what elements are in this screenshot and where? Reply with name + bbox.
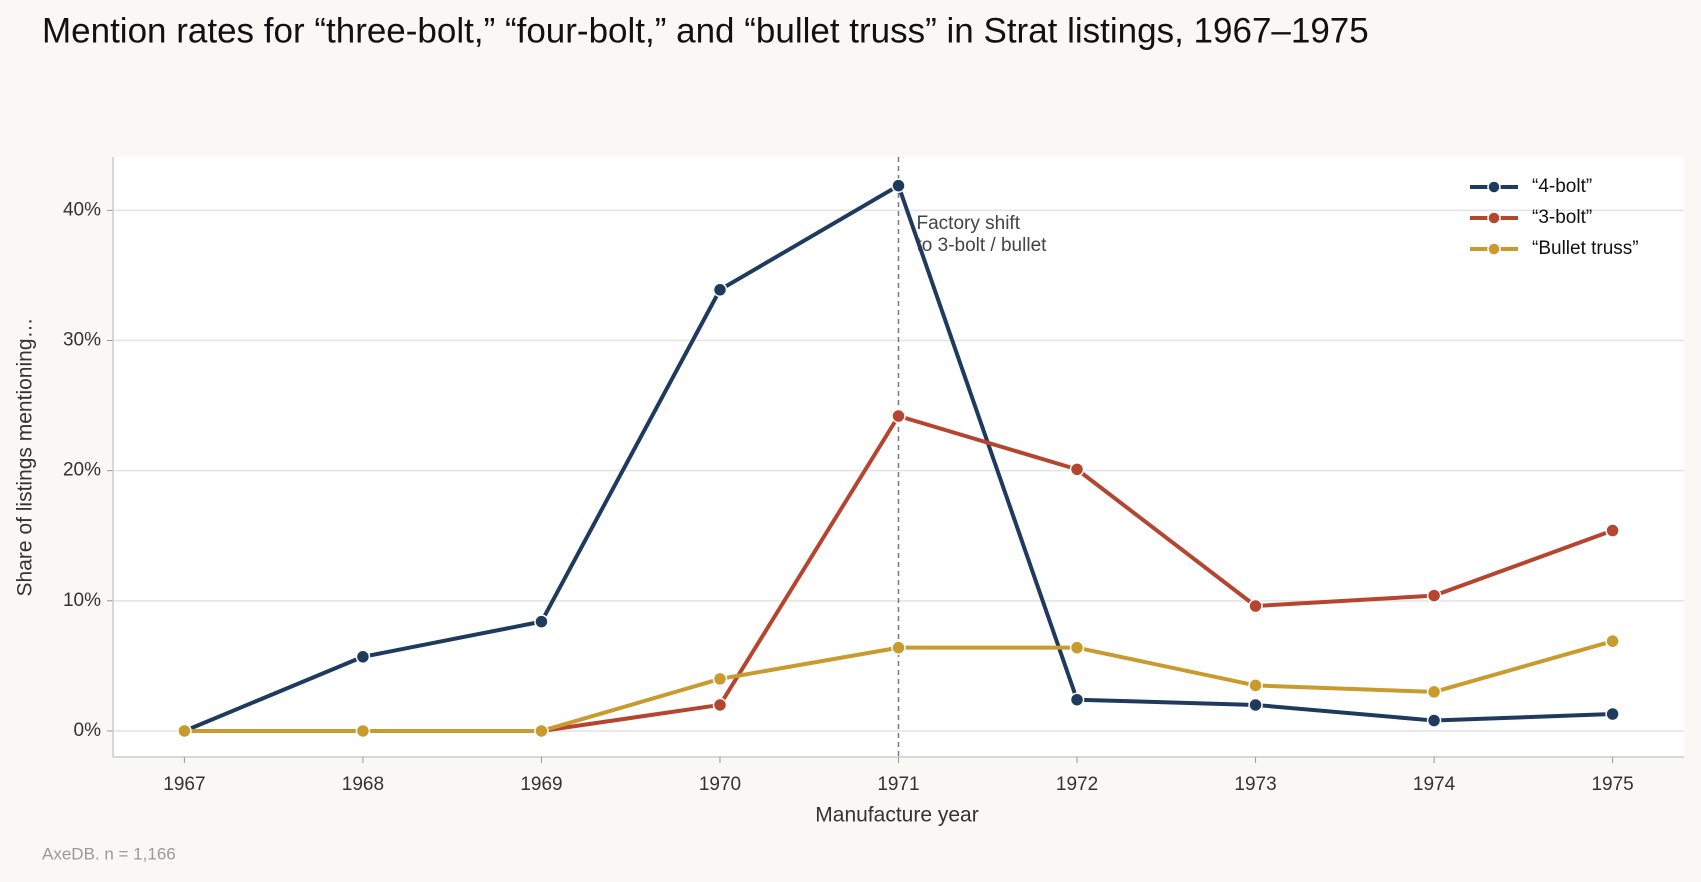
data-point bbox=[1069, 462, 1085, 477]
data-point bbox=[1248, 598, 1263, 614]
data-point bbox=[1069, 692, 1085, 707]
x-tick-label: 1973 bbox=[1234, 774, 1276, 795]
data-point bbox=[1426, 684, 1442, 700]
annotation-text: to 3-bolt / bullet bbox=[917, 235, 1048, 256]
y-tick-label: 40% bbox=[63, 199, 101, 220]
data-point bbox=[177, 723, 192, 739]
legend-swatch-marker bbox=[1487, 180, 1501, 194]
x-tick-label: 1972 bbox=[1056, 774, 1098, 795]
legend: “4-bolt” “3-bolt” “Bullet truss” bbox=[1470, 176, 1639, 259]
data-point bbox=[891, 408, 906, 424]
data-point bbox=[1605, 633, 1620, 649]
x-tick-label: 1974 bbox=[1413, 774, 1456, 795]
y-axis-label: Share of listings mentioning… bbox=[14, 318, 37, 597]
legend-swatch-marker bbox=[1487, 242, 1501, 256]
y-tick-label: 0% bbox=[74, 720, 102, 741]
data-point bbox=[712, 697, 728, 713]
annotation-text: Factory shift bbox=[917, 213, 1021, 234]
data-point bbox=[1605, 523, 1620, 538]
x-tick-label: 1975 bbox=[1591, 774, 1633, 795]
data-point bbox=[1426, 713, 1442, 728]
data-point bbox=[891, 178, 906, 193]
data-point bbox=[355, 649, 371, 665]
legend-label: “4-bolt” bbox=[1532, 176, 1592, 197]
x-axis-label: Manufacture year bbox=[815, 804, 978, 827]
data-point bbox=[534, 614, 549, 629]
data-point bbox=[1248, 697, 1263, 713]
data-point bbox=[534, 723, 549, 739]
y-tick-label: 10% bbox=[63, 590, 101, 611]
data-point bbox=[355, 723, 371, 739]
legend-label: “Bullet truss” bbox=[1532, 238, 1639, 259]
data-point bbox=[712, 671, 728, 687]
y-tick-label: 30% bbox=[63, 330, 101, 351]
data-point bbox=[1069, 640, 1085, 655]
legend-label: “3-bolt” bbox=[1532, 207, 1592, 228]
x-tick-label: 1967 bbox=[163, 774, 205, 795]
x-tick-label: 1968 bbox=[342, 774, 384, 795]
source-note: AxeDB. n = 1,166 bbox=[42, 844, 176, 863]
legend-swatch-marker bbox=[1487, 211, 1501, 225]
data-point bbox=[891, 640, 906, 655]
data-point bbox=[1426, 588, 1442, 603]
y-tick-label: 20% bbox=[63, 460, 101, 481]
data-point bbox=[1605, 706, 1620, 722]
data-point bbox=[712, 282, 728, 298]
x-tick-label: 1971 bbox=[877, 774, 919, 795]
x-tick-label: 1969 bbox=[520, 774, 562, 795]
data-point bbox=[1248, 678, 1263, 693]
chart-title: Mention rates for “three-bolt,” “four-bo… bbox=[42, 11, 1369, 50]
x-tick-label: 1970 bbox=[699, 774, 741, 795]
